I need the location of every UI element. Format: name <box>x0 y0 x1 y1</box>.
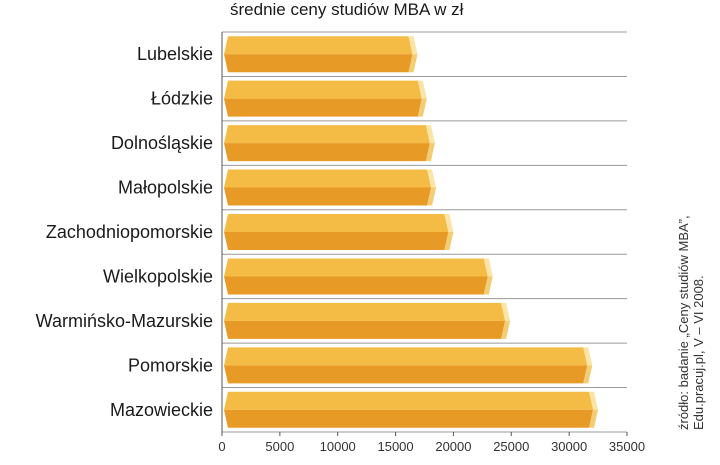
source-note: źródło: badanie „Ceny studiów MBA”, Edu.… <box>676 90 706 430</box>
bar <box>224 302 511 339</box>
bar-top-facet <box>224 258 488 277</box>
bar-end-bottom <box>583 365 593 384</box>
gridlines <box>221 31 628 436</box>
bar-top-facet <box>224 302 506 321</box>
x-tick-label: 20000 <box>435 439 471 454</box>
bar <box>224 258 493 295</box>
bar-top-facet <box>224 391 594 410</box>
bar-bottom-facet <box>224 320 506 339</box>
category-label: Łódzkie <box>151 89 213 109</box>
bar <box>224 347 593 384</box>
x-tick-labels: 0 5000 10000 15000 20000 25000 30000 35000 <box>218 439 645 454</box>
bar-top-facet <box>224 36 413 55</box>
bar-end-top <box>589 391 599 410</box>
bar-top-facet <box>224 169 432 188</box>
bar-end-bottom <box>427 187 437 206</box>
bar-bottom-facet <box>224 143 430 162</box>
bar-bottom-facet <box>224 98 422 117</box>
bar <box>224 391 599 428</box>
bar-end-bottom <box>589 409 599 428</box>
source-line-1: źródło: badanie „Ceny studiów MBA”, <box>676 215 691 430</box>
bar-end-bottom <box>444 232 454 250</box>
category-label: Warmińsko-Mazurskie <box>36 311 213 331</box>
bar-end-bottom <box>483 276 493 295</box>
x-tick-label: 30000 <box>551 439 587 454</box>
x-tick-label: 5000 <box>265 439 294 454</box>
bar-end-bottom <box>408 54 418 73</box>
source-line-2: Edu.pracuj.pl, V – VI 2008. <box>691 275 706 430</box>
category-label: Wielkopolskie <box>103 266 213 286</box>
bar <box>224 214 454 250</box>
category-label: Zachodniopomorskie <box>46 222 213 242</box>
x-tick-label: 25000 <box>493 439 529 454</box>
bar-end-top <box>501 302 511 321</box>
bar-end-top <box>444 214 454 232</box>
category-labels: Lubelskie Łódzkie Dolnośląskie Małopolskie Z… <box>36 44 213 420</box>
bar <box>224 80 427 117</box>
category-label: Dolnośląskie <box>111 133 213 153</box>
x-tick-label: 15000 <box>377 439 413 454</box>
x-tick-label: 0 <box>218 439 225 454</box>
bar-end-bottom <box>417 98 427 117</box>
bar-end-top <box>427 169 437 188</box>
bar-top-facet <box>224 214 449 232</box>
bar-end-top <box>417 80 427 99</box>
bar-end-top <box>483 258 493 277</box>
bar-end-top <box>408 36 418 55</box>
x-tick-label: 10000 <box>320 439 356 454</box>
bar-top-facet <box>224 125 430 144</box>
bar-bottom-facet <box>224 365 588 384</box>
bar-bottom-facet <box>224 187 432 206</box>
category-label: Małopolskie <box>118 178 213 198</box>
category-label: Lubelskie <box>137 44 213 64</box>
x-tick-label: 35000 <box>609 439 645 454</box>
bar-bottom-facet <box>224 409 594 428</box>
bar <box>224 125 435 162</box>
bar-bottom-facet <box>224 232 449 250</box>
bars-group <box>224 36 599 428</box>
category-label: Pomorskie <box>128 355 213 375</box>
bar-bottom-facet <box>224 54 413 73</box>
bar-top-facet <box>224 80 422 99</box>
bar <box>224 36 418 73</box>
category-label: Mazowieckie <box>110 400 213 420</box>
bar-top-facet <box>224 347 588 366</box>
bar <box>224 169 437 206</box>
chart-title: średnie ceny studiów MBA w zł <box>230 0 464 19</box>
bar-end-top <box>425 125 435 144</box>
bar-end-top <box>583 347 593 366</box>
bar-bottom-facet <box>224 276 488 295</box>
bar-end-bottom <box>425 143 435 162</box>
bar-end-bottom <box>501 320 511 339</box>
